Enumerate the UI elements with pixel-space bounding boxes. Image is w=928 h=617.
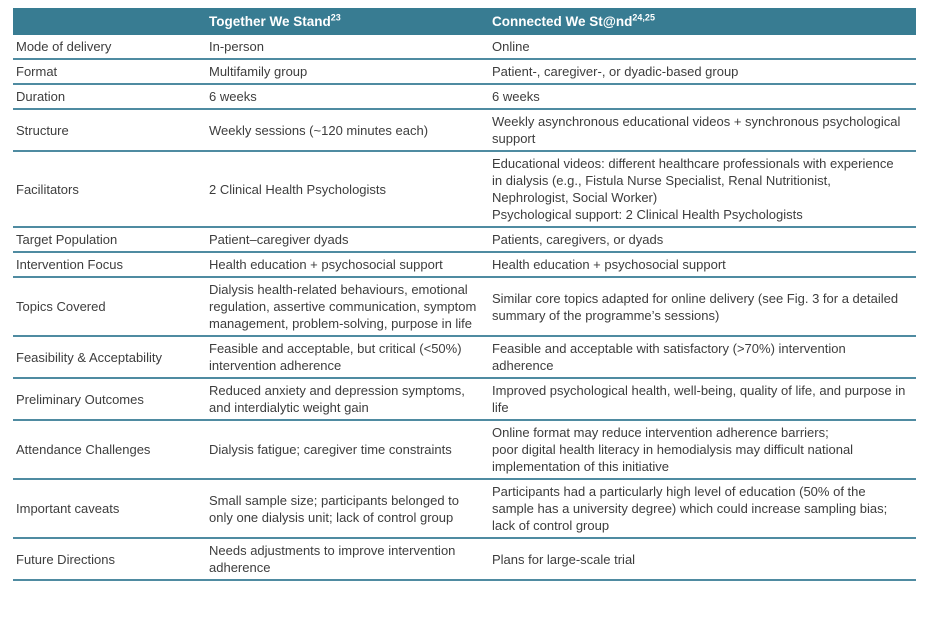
- row-label: Feasibility & Acceptability: [13, 336, 206, 379]
- connected-cell: Similar core topics adapted for online d…: [489, 277, 916, 337]
- connected-cell: Patients, caregivers, or dyads: [489, 227, 916, 253]
- header-together-we-stand: Together We Stand23: [206, 8, 489, 35]
- header-together-title: Together We Stand: [209, 14, 331, 29]
- row-label: Attendance Challenges: [13, 420, 206, 480]
- together-cell: Health education + psychosocial support: [206, 252, 489, 278]
- row-label: Preliminary Outcomes: [13, 378, 206, 421]
- together-cell: 6 weeks: [206, 84, 489, 110]
- connected-cell: Educational videos: different healthcare…: [489, 151, 916, 228]
- row-label: Intervention Focus: [13, 252, 206, 278]
- together-cell: Dialysis health-related behaviours, emot…: [206, 277, 489, 337]
- table-row-structure: Structure Weekly sessions (~120 minutes …: [13, 109, 916, 152]
- header-empty-cell: [13, 8, 206, 35]
- table-row-topics-covered: Topics Covered Dialysis health-related b…: [13, 277, 916, 337]
- connected-cell: Improved psychological health, well-bein…: [489, 378, 916, 421]
- connected-cell: Weekly asynchronous educational videos +…: [489, 109, 916, 152]
- comparison-table: Together We Stand23 Connected We St@nd24…: [13, 8, 916, 581]
- connected-cell: Online: [489, 35, 916, 60]
- connected-cell: Plans for large-scale trial: [489, 538, 916, 581]
- citation-ref: 24,25: [632, 12, 655, 23]
- row-label: Duration: [13, 84, 206, 110]
- row-label: Structure: [13, 109, 206, 152]
- connected-cell: Patient-, caregiver-, or dyadic-based gr…: [489, 59, 916, 85]
- together-cell: Reduced anxiety and depression symptoms,…: [206, 378, 489, 421]
- together-cell: Feasible and acceptable, but critical (<…: [206, 336, 489, 379]
- table-row-duration: Duration 6 weeks 6 weeks: [13, 84, 916, 110]
- connected-cell: Health education + psychosocial support: [489, 252, 916, 278]
- connected-cell: Feasible and acceptable with satisfactor…: [489, 336, 916, 379]
- table-row-preliminary-outcomes: Preliminary Outcomes Reduced anxiety and…: [13, 378, 916, 421]
- row-label: Facilitators: [13, 151, 206, 228]
- table-row-feasibility-acceptability: Feasibility & Acceptability Feasible and…: [13, 336, 916, 379]
- row-label: Target Population: [13, 227, 206, 253]
- table-row-important-caveats: Important caveats Small sample size; par…: [13, 479, 916, 539]
- table-row-attendance-challenges: Attendance Challenges Dialysis fatigue; …: [13, 420, 916, 480]
- header-connected-we-stand: Connected We St@nd24,25: [489, 8, 916, 35]
- together-cell: Multifamily group: [206, 59, 489, 85]
- together-cell: 2 Clinical Health Psychologists: [206, 151, 489, 228]
- together-cell: Weekly sessions (~120 minutes each): [206, 109, 489, 152]
- together-cell: In-person: [206, 35, 489, 60]
- row-label: Mode of delivery: [13, 35, 206, 60]
- table-row-facilitators: Facilitators 2 Clinical Health Psycholog…: [13, 151, 916, 228]
- together-cell: Needs adjustments to improve interventio…: [206, 538, 489, 581]
- table-header-row: Together We Stand23 Connected We St@nd24…: [13, 8, 916, 35]
- row-label: Topics Covered: [13, 277, 206, 337]
- table-row-mode-of-delivery: Mode of delivery In-person Online: [13, 35, 916, 60]
- connected-cell: 6 weeks: [489, 84, 916, 110]
- row-label: Format: [13, 59, 206, 85]
- together-cell: Patient–caregiver dyads: [206, 227, 489, 253]
- row-label: Future Directions: [13, 538, 206, 581]
- table-row-intervention-focus: Intervention Focus Health education + ps…: [13, 252, 916, 278]
- header-connected-title: Connected We St@nd: [492, 14, 633, 29]
- row-label: Important caveats: [13, 479, 206, 539]
- together-cell: Dialysis fatigue; caregiver time constra…: [206, 420, 489, 480]
- together-cell: Small sample size; participants belonged…: [206, 479, 489, 539]
- table-row-future-directions: Future Directions Needs adjustments to i…: [13, 538, 916, 581]
- citation-ref: 23: [330, 12, 341, 23]
- connected-cell: Online format may reduce intervention ad…: [489, 420, 916, 480]
- connected-cell: Participants had a particularly high lev…: [489, 479, 916, 539]
- table-row-format: Format Multifamily group Patient-, careg…: [13, 59, 916, 85]
- table-row-target-population: Target Population Patient–caregiver dyad…: [13, 227, 916, 253]
- page: Together We Stand23 Connected We St@nd24…: [0, 8, 928, 617]
